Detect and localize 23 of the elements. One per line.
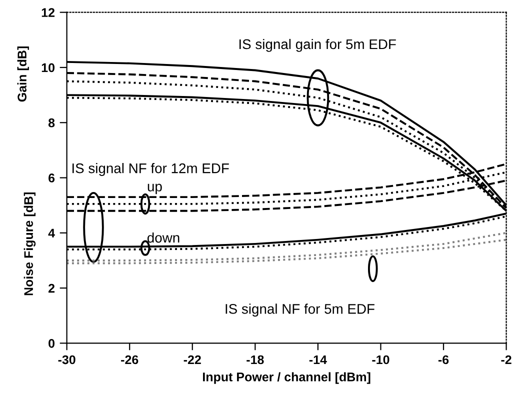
text: Gain [dB] bbox=[17, 46, 29, 102]
x-tick-label: -18 bbox=[246, 355, 264, 364]
x-axis-title: Input Power / channel [dBm] bbox=[203, 372, 370, 384]
y-tick-label: 4 bbox=[48, 228, 55, 238]
annotation: IS signal NF for 5m EDF bbox=[226, 304, 374, 317]
annotation: up bbox=[148, 184, 162, 194]
y-tick-label: 0 bbox=[48, 338, 55, 348]
y-tick-label: 2 bbox=[48, 284, 55, 293]
x-tick-label: -14 bbox=[309, 355, 327, 364]
x-tick-label: -30 bbox=[58, 355, 76, 364]
y-tick-label: 8 bbox=[48, 118, 55, 128]
y-tick-label: 10 bbox=[42, 63, 55, 72]
x-tick-label: -26 bbox=[121, 355, 138, 364]
annotation: IS signal NF for 12m EDF bbox=[72, 163, 229, 176]
y-tick-label: 6 bbox=[48, 174, 55, 182]
x-tick-label: -2 bbox=[501, 355, 512, 364]
x-tick-label: -22 bbox=[184, 355, 201, 364]
x-tick-label: -6 bbox=[438, 355, 449, 364]
annotation: IS signal gain for 5m EDF bbox=[239, 38, 396, 52]
annotation: down bbox=[147, 232, 180, 243]
y-axis-title: Noise Figure [dB] bbox=[24, 192, 36, 296]
x-tick-label: -10 bbox=[372, 355, 390, 364]
y-tick-label: 12 bbox=[42, 8, 55, 17]
